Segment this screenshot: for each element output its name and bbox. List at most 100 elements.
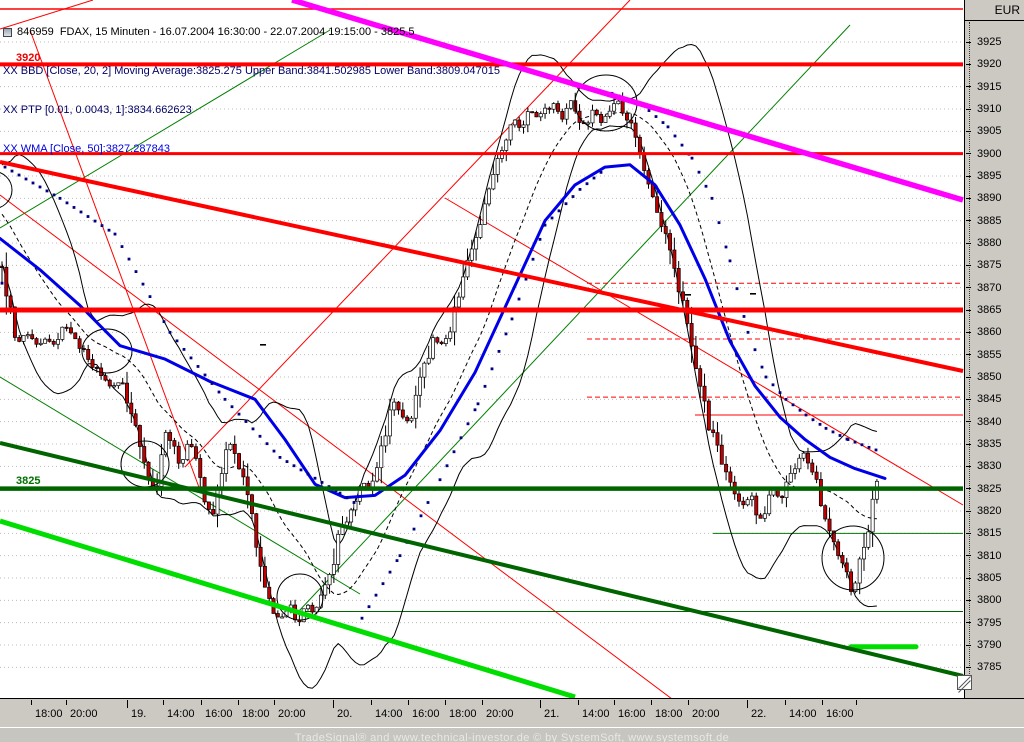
time-label: 14:00: [582, 708, 610, 720]
time-label: 20:00: [278, 708, 306, 720]
candlestick-chart: [0, 0, 964, 698]
time-label: 16:00: [205, 708, 233, 720]
chart-header: 846959 FDAX, 15 Minuten - 16.07.2004 16:…: [3, 0, 500, 182]
candles: [0, 92, 879, 627]
price-tick-label: 3900: [977, 147, 1002, 160]
price-tick: [966, 599, 971, 601]
price-tick-label: 3835: [977, 438, 1002, 450]
support-resistance-thick: [0, 8, 963, 650]
time-label: 14:00: [167, 708, 195, 720]
price-tick: [966, 622, 971, 624]
price-tick-label: 3805: [977, 572, 1002, 584]
price-tick-label: 3905: [977, 125, 1002, 138]
time-tick: [688, 700, 689, 705]
time-axis[interactable]: 18:00 20:00 19. 14:00 16:00 18:00 20:00 20. 14:0…: [0, 698, 1024, 727]
time-label: 16:00: [618, 708, 646, 720]
time-tick: [651, 700, 652, 705]
time-tick: [66, 700, 67, 705]
ptp-dots: [0, 91, 878, 620]
indicator-ptp-label[interactable]: XX PTP [0.01, 0.0043, 1]:3834.662623: [3, 104, 192, 116]
price-tick-label: 3890: [977, 192, 1002, 205]
time-tick: [201, 700, 202, 705]
price-tick: [966, 309, 971, 311]
resize-grip-icon[interactable]: [957, 675, 972, 690]
day-tick: [747, 700, 748, 708]
time-tick: [238, 700, 239, 705]
price-tick-label: 3855: [977, 348, 1002, 361]
level-label-3920: 3920: [16, 52, 41, 64]
level-label-3825: 3825: [16, 475, 41, 487]
price-tick: [966, 510, 971, 512]
chart-pin-icon[interactable]: [3, 28, 12, 37]
price-tick: [966, 264, 971, 266]
price-axis[interactable]: EUR 3925 3920 3915 3910 3905 3900 3895 3890 3885…: [964, 0, 1024, 698]
price-tick: [966, 555, 971, 557]
day-label: 20.: [337, 708, 353, 720]
price-tick: [966, 577, 971, 579]
price-tick-label: 3785: [977, 661, 1002, 674]
price-tick: [966, 644, 971, 646]
time-label: 14:00: [789, 708, 817, 720]
support-resistance-thin: [298, 282, 963, 613]
day-tick: [333, 700, 334, 708]
price-tick: [966, 488, 971, 490]
price-tick: [966, 666, 971, 668]
time-label: 14:00: [375, 708, 403, 720]
price-tick: [966, 443, 971, 445]
price-tick-label: 3925: [977, 36, 1002, 48]
price-tick-label: 3820: [977, 505, 1002, 517]
price-tick-label: 3830: [977, 460, 1002, 473]
price-tick-label: 3910: [977, 103, 1002, 115]
credit-text: TradeSignal® and www.technical-investor.…: [294, 732, 730, 742]
time-label: 16:00: [826, 708, 854, 720]
price-tick: [966, 63, 971, 65]
day-label: 22.: [751, 708, 767, 720]
chart-plot-area[interactable]: 846959 FDAX, 15 Minuten - 16.07.2004 16:…: [0, 0, 964, 698]
trend-lines-thick: [0, 0, 964, 698]
time-tick: [785, 700, 786, 705]
price-tick: [966, 354, 971, 356]
price-tick-label: 3790: [977, 639, 1002, 651]
indicator-bbd-label[interactable]: XX BBD [Close, 20, 2] Moving Average:382…: [3, 65, 500, 77]
time-label: 18:00: [655, 708, 683, 720]
time-tick: [482, 700, 483, 705]
price-tick-label: 3870: [977, 281, 1002, 294]
price-tick-label: 3895: [977, 170, 1002, 182]
price-tick-label: 3845: [977, 393, 1002, 406]
price-tick: [966, 41, 971, 43]
price-tick-label: 3865: [977, 304, 1002, 316]
price-tick: [966, 220, 971, 222]
price-tick: [966, 175, 971, 177]
price-tick: [966, 398, 971, 400]
price-tick: [966, 465, 971, 467]
time-tick: [408, 700, 409, 705]
time-label: 20:00: [692, 708, 720, 720]
price-tick-label: 3850: [977, 371, 1002, 383]
dash-markers: [260, 293, 756, 346]
price-tick: [966, 331, 971, 333]
price-tick-label: 3840: [977, 415, 1002, 428]
time-label: 20:00: [486, 708, 514, 720]
time-tick: [445, 700, 446, 705]
price-tick-label: 3880: [977, 237, 1002, 249]
indicator-wma-label[interactable]: XX WMA [Close, 50]:3827.287843: [3, 143, 170, 155]
time-tick: [371, 700, 372, 705]
day-tick: [540, 700, 541, 708]
footer-credit-bar: TradeSignal® and www.technical-investor.…: [0, 727, 1024, 742]
price-tick: [966, 287, 971, 289]
price-tick: [966, 153, 971, 155]
day-tick: [127, 700, 128, 708]
price-tick: [966, 108, 971, 110]
price-tick-label: 3825: [977, 482, 1002, 495]
time-label: 20:00: [70, 708, 98, 720]
price-axis-divider: [965, 20, 1024, 21]
time-tick: [163, 700, 164, 705]
price-tick: [966, 130, 971, 132]
price-tick-label: 3800: [977, 594, 1002, 607]
day-label: 19.: [131, 708, 147, 720]
time-label: 18:00: [449, 708, 477, 720]
price-tick: [966, 197, 971, 199]
time-label: 16:00: [412, 708, 440, 720]
time-tick: [274, 700, 275, 705]
